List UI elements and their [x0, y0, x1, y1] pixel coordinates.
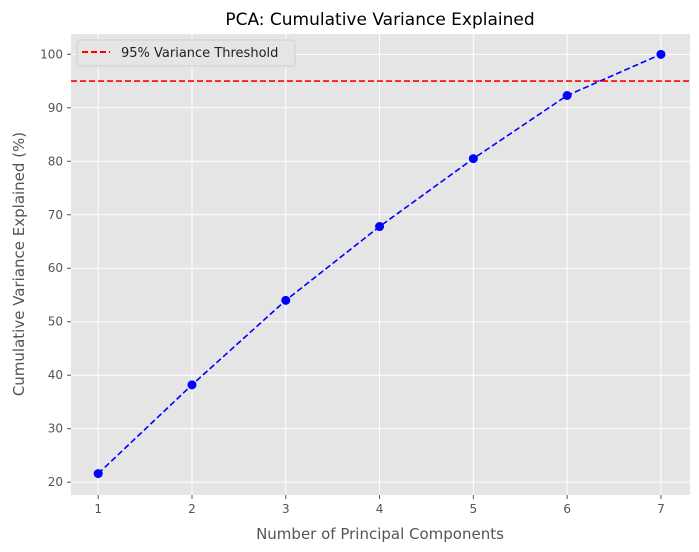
data-point: [281, 295, 291, 305]
data-point: [375, 222, 385, 232]
data-point: [93, 469, 103, 479]
x-tick-label: 5: [470, 502, 478, 516]
y-tick-label: 60: [48, 261, 63, 275]
x-tick-label: 2: [188, 502, 196, 516]
x-axis-label: Number of Principal Components: [256, 525, 504, 543]
y-tick-label: 70: [48, 208, 63, 222]
y-tick-label: 80: [48, 154, 63, 168]
y-tick-label: 90: [48, 101, 63, 115]
data-point: [656, 49, 666, 59]
data-point: [562, 91, 572, 101]
plot-area: [71, 34, 690, 495]
y-tick-label: 50: [48, 315, 63, 329]
legend-threshold-label: 95% Variance Threshold: [121, 46, 278, 61]
y-tick-label: 30: [48, 422, 63, 436]
x-tick-label: 4: [376, 502, 384, 516]
x-tick-label: 3: [282, 502, 290, 516]
y-axis-label: Cumulative Variance Explained (%): [10, 132, 28, 396]
legend: 95% Variance Threshold: [76, 39, 296, 67]
chart-title: PCA: Cumulative Variance Explained: [225, 10, 534, 30]
y-tick-label: 100: [40, 47, 63, 61]
data-point: [468, 154, 478, 164]
y-tick-label: 20: [48, 475, 63, 489]
x-tick-label: 7: [657, 502, 665, 516]
legend-box: [76, 39, 296, 67]
x-tick-label: 1: [94, 502, 102, 516]
y-tick-label: 40: [48, 368, 63, 382]
x-tick-label: 6: [563, 502, 571, 516]
data-point: [187, 380, 197, 390]
